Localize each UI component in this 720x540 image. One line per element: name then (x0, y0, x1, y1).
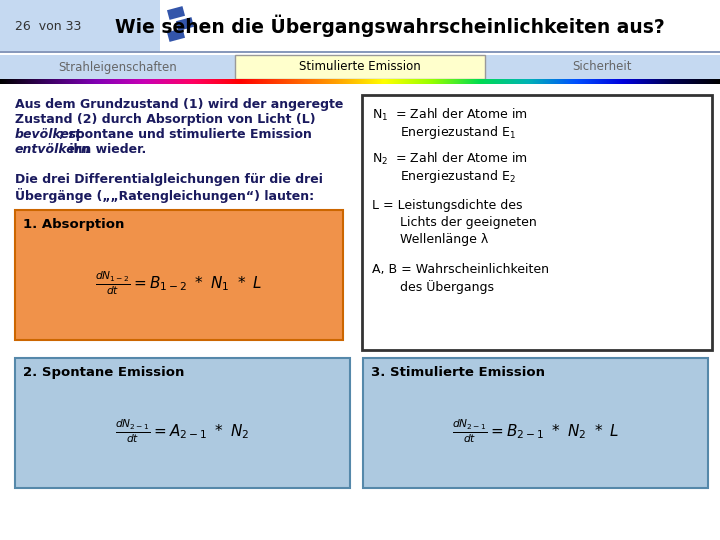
Bar (0, 84, 720, 540)
Text: Aus dem Grundzustand (1) wird der angeregte: Aus dem Grundzustand (1) wird der angere… (15, 98, 343, 111)
Bar (235, 55, 485, 79)
Bar (0, 51, 720, 53)
Text: Wellenlänge λ: Wellenlänge λ (400, 233, 488, 246)
Text: Sicherheit: Sicherheit (572, 60, 631, 73)
Text: Strahleigenschaften: Strahleigenschaften (58, 60, 177, 73)
Text: bevölkert: bevölkert (15, 128, 82, 141)
Text: des Übergangs: des Übergangs (400, 280, 494, 294)
Text: N$_2$  = Zahl der Atome im: N$_2$ = Zahl der Atome im (372, 151, 528, 167)
Bar (0, 0, 160, 52)
Text: 2. Spontane Emission: 2. Spontane Emission (23, 366, 184, 379)
Text: Zustand (2) durch Absorption von Licht (L): Zustand (2) durch Absorption von Licht (… (15, 113, 315, 126)
Text: 1. Absorption: 1. Absorption (23, 218, 125, 231)
Text: ihn wieder.: ihn wieder. (65, 143, 146, 156)
FancyBboxPatch shape (167, 6, 185, 20)
Bar (362, 95, 712, 350)
Text: Übergänge („„Ratengleichungen“) lauten:: Übergänge („„Ratengleichungen“) lauten: (15, 188, 314, 203)
Bar (0, 0, 720, 52)
Text: Energiezustand E$_2$: Energiezustand E$_2$ (400, 168, 516, 185)
Text: A, B = Wahrscheinlichkeiten: A, B = Wahrscheinlichkeiten (372, 264, 549, 276)
Text: 3. Stimulierte Emission: 3. Stimulierte Emission (371, 366, 545, 379)
Text: entvölkern: entvölkern (15, 143, 91, 156)
Text: $\frac{dN_{2-1}}{dt} = A_{2-1}\ *\ N_2$: $\frac{dN_{2-1}}{dt} = A_{2-1}\ *\ N_2$ (115, 417, 250, 445)
Text: Wie sehen die Übergangswahrscheinlichkeiten aus?: Wie sehen die Übergangswahrscheinlichkei… (115, 15, 665, 37)
Bar (15, 358, 350, 488)
Text: N$_1$  = Zahl der Atome im: N$_1$ = Zahl der Atome im (372, 107, 528, 123)
Text: Stimulierte Emission: Stimulierte Emission (299, 60, 421, 73)
Text: Lichts der geeigneten: Lichts der geeigneten (400, 216, 536, 229)
Bar (363, 358, 708, 488)
FancyBboxPatch shape (167, 28, 185, 42)
Text: Die drei Differentialgleichungen für die drei: Die drei Differentialgleichungen für die… (15, 173, 323, 186)
Text: $\frac{dN_{2-1}}{dt} = B_{2-1}\ *\ N_2\ *\ L$: $\frac{dN_{2-1}}{dt} = B_{2-1}\ *\ N_2\ … (452, 417, 619, 445)
Bar (15, 210, 343, 340)
Text: ; spontane und stimulierte Emission: ; spontane und stimulierte Emission (59, 128, 312, 141)
Text: L = Leistungsdichte des: L = Leistungsdichte des (372, 199, 523, 212)
Text: $\frac{dN_{1-2}}{dt} = B_{1-2}\ *\ N_1\ *\ L$: $\frac{dN_{1-2}}{dt} = B_{1-2}\ *\ N_1\ … (96, 269, 263, 297)
Bar (0, 55, 720, 79)
Text: 26  von 33: 26 von 33 (15, 19, 81, 32)
Text: Energiezustand E$_1$: Energiezustand E$_1$ (400, 124, 516, 141)
FancyBboxPatch shape (176, 17, 194, 31)
